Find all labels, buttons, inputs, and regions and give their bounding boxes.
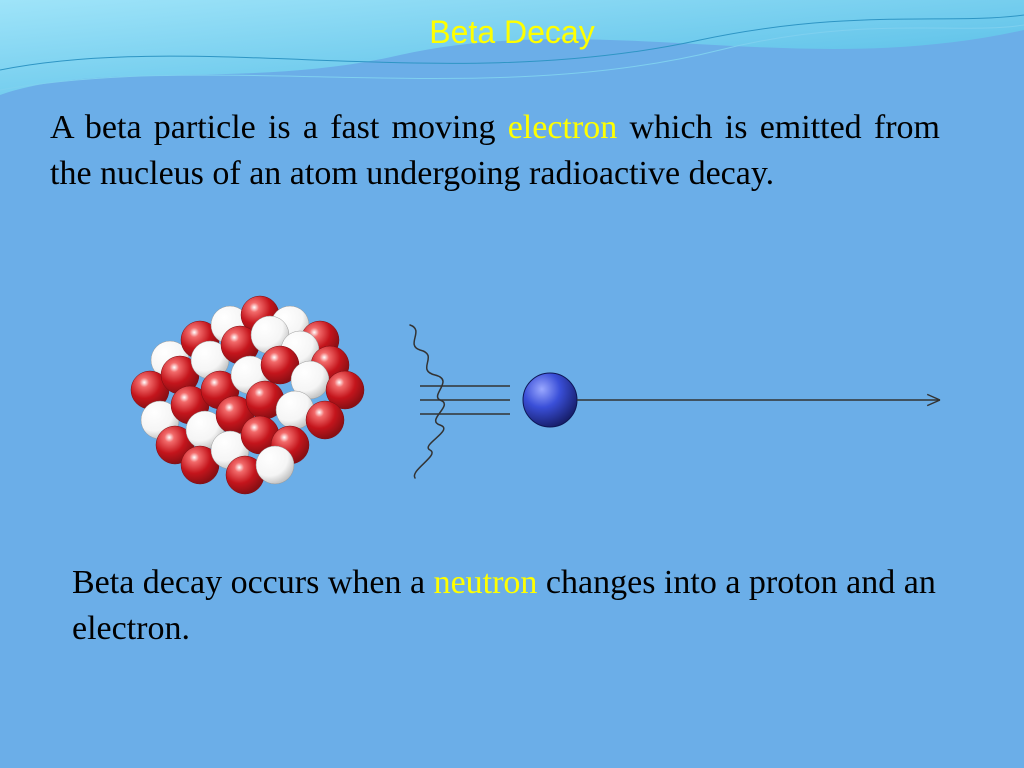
para1-highlight: electron <box>508 109 618 146</box>
beta-decay-diagram <box>120 270 960 530</box>
nucleus-cluster <box>131 296 364 494</box>
paragraph-1: A beta particle is a fast moving electro… <box>50 105 940 197</box>
trajectory-arrow <box>577 394 940 405</box>
slide-title: Beta Decay <box>0 14 1024 51</box>
para2-pre: Beta decay occurs when a <box>72 564 434 601</box>
beta-particle <box>523 373 577 427</box>
para2-highlight: neutron <box>434 564 538 601</box>
para1-pre: A beta particle is a fast moving <box>50 109 508 146</box>
emission-squiggle <box>410 325 444 478</box>
motion-lines <box>420 386 510 414</box>
paragraph-2: Beta decay occurs when a neutron changes… <box>72 560 942 652</box>
